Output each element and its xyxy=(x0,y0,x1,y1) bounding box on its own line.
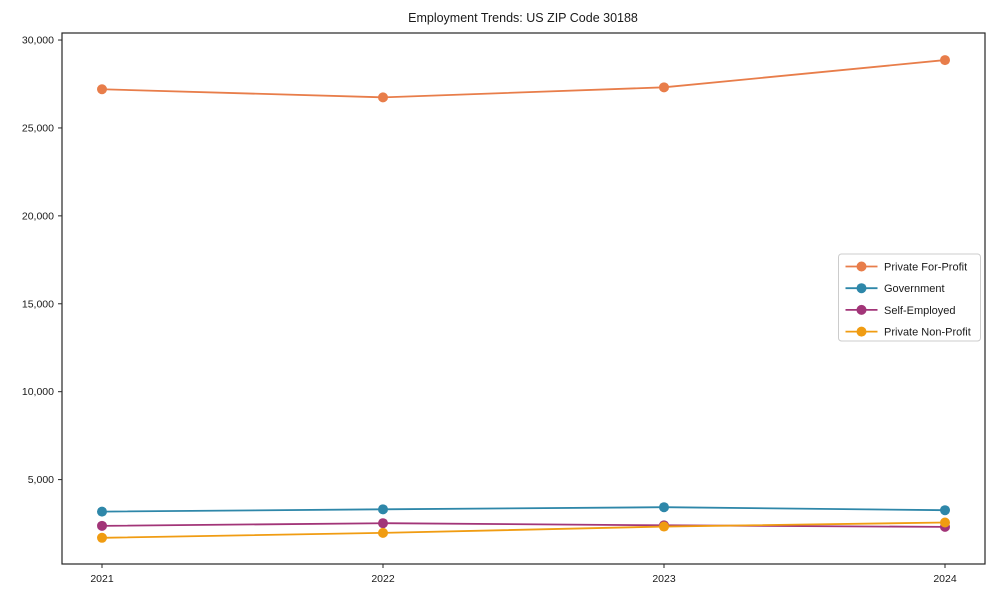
legend-marker xyxy=(856,304,867,315)
legend: Private For-Profit Government Self-Employe… xyxy=(838,253,981,342)
data-point xyxy=(940,505,950,516)
y-tick-label: 15,000 xyxy=(22,298,54,310)
data-point xyxy=(97,84,107,95)
data-point xyxy=(659,82,669,93)
series-line-government xyxy=(101,506,946,513)
data-point xyxy=(378,504,388,515)
data-point xyxy=(940,55,950,66)
legend-marker xyxy=(856,326,867,337)
data-point xyxy=(97,506,107,517)
data-point xyxy=(940,517,950,528)
x-tick-label: 2022 xyxy=(371,573,395,585)
data-point xyxy=(659,502,669,513)
legend-label: Private Non-Profit xyxy=(884,327,971,339)
y-tick-label: 30,000 xyxy=(22,35,54,47)
y-tick-label: 25,000 xyxy=(22,122,54,134)
plot-border xyxy=(61,32,986,565)
legend-label: Self-Employed xyxy=(884,305,956,317)
data-point xyxy=(378,527,388,538)
data-point xyxy=(97,532,107,543)
legend-marker xyxy=(856,283,867,294)
data-point xyxy=(378,518,388,529)
y-tick-label: 5,000 xyxy=(28,474,54,486)
plot-area: 5,000 10,000 15,000 20,000 25,000 30,000 2021 2… xyxy=(22,32,986,585)
data-point xyxy=(378,92,388,103)
legend-marker xyxy=(856,261,867,272)
x-tick-label: 2024 xyxy=(933,573,957,585)
y-tick-label: 10,000 xyxy=(22,386,54,398)
data-point xyxy=(97,520,107,531)
legend-box xyxy=(838,253,981,342)
legend-label: Government xyxy=(884,283,945,295)
series-line-private-non-profit xyxy=(101,521,946,539)
x-tick-label: 2021 xyxy=(90,573,114,585)
y-tick-label: 20,000 xyxy=(22,210,54,222)
chart-title: Employment Trends: US ZIP Code 30188 xyxy=(408,11,638,25)
data-point xyxy=(659,521,669,532)
x-tick-label: 2023 xyxy=(652,573,676,585)
legend-label: Private For-Profit xyxy=(884,262,967,274)
series-line-self-employed xyxy=(101,522,946,528)
series-line-private-for-profit xyxy=(101,59,946,99)
